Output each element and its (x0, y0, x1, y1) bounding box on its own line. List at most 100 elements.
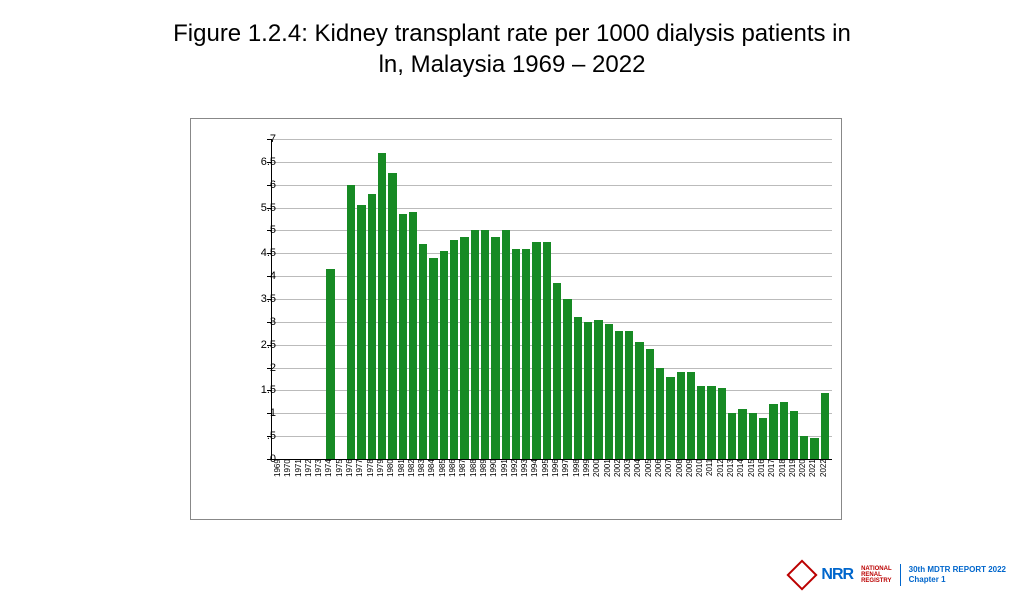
y-tick-label: 3.5 (246, 293, 276, 305)
y-tick-label: 4 (246, 270, 276, 282)
title-line-2: ln, Malaysia 1969 – 2022 (379, 51, 646, 78)
footer-separator (900, 564, 901, 586)
bar (512, 249, 520, 459)
y-tick-label: 5.5 (246, 202, 276, 214)
x-tick-label: 2015 (748, 459, 756, 504)
x-tick-label: 2016 (758, 459, 766, 504)
bar (347, 185, 355, 459)
bar (522, 249, 530, 459)
bar (563, 299, 571, 459)
x-tick-label: 2019 (789, 459, 797, 504)
y-tick-label: 1 (246, 407, 276, 419)
bar (471, 230, 479, 459)
bar (718, 388, 726, 459)
bar (543, 242, 551, 459)
x-tick-label: 2011 (706, 459, 714, 504)
x-axis-labels: 1969197019711972197319741975197619771978… (271, 459, 831, 504)
bar (656, 368, 664, 459)
nrr-logo-text: NRR (821, 566, 853, 584)
bar (810, 438, 818, 459)
x-tick-label: 1978 (367, 459, 375, 504)
x-tick-label: 2008 (676, 459, 684, 504)
bar (728, 413, 736, 459)
bar (502, 230, 510, 459)
bar (378, 153, 386, 459)
x-tick-label: 2021 (809, 459, 817, 504)
footer: NRR NATIONAL RENAL REGISTRY 30th MDTR RE… (791, 564, 1006, 586)
bar-series (272, 139, 832, 459)
bar (399, 214, 407, 459)
x-tick-label: 1987 (459, 459, 467, 504)
chart-title: Figure 1.2.4: Kidney transplant rate per… (0, 18, 1024, 80)
bar (357, 205, 365, 459)
x-tick-label: 2009 (686, 459, 694, 504)
y-tick-label: 4.5 (246, 247, 276, 259)
x-tick-label: 1979 (377, 459, 385, 504)
x-tick-label: 2001 (604, 459, 612, 504)
x-tick-label: 1994 (531, 459, 539, 504)
y-tick-label: 5 (246, 224, 276, 236)
x-tick-label: 2006 (655, 459, 663, 504)
bar (707, 386, 715, 459)
x-tick-label: 1974 (325, 459, 333, 504)
y-tick-label: 3 (246, 316, 276, 328)
x-tick-label: 1984 (428, 459, 436, 504)
x-tick-label: 1998 (573, 459, 581, 504)
bar (800, 436, 808, 459)
x-tick-label: 1996 (552, 459, 560, 504)
y-tick-label: 6 (246, 179, 276, 191)
y-tick-label: 7 (246, 133, 276, 145)
chart-container: 0.511.522.533.544.555.566.57 19691970197… (190, 118, 842, 520)
bar (635, 342, 643, 459)
x-tick-label: 2022 (820, 459, 828, 504)
bar (419, 244, 427, 459)
bar (821, 393, 829, 459)
x-tick-label: 2002 (614, 459, 622, 504)
x-tick-label: 1976 (346, 459, 354, 504)
y-tick-label: 2 (246, 362, 276, 374)
x-tick-label: 2020 (799, 459, 807, 504)
x-tick-label: 1988 (470, 459, 478, 504)
title-line-1: Figure 1.2.4: Kidney transplant rate per… (173, 20, 851, 47)
x-tick-label: 1992 (511, 459, 519, 504)
y-tick-label: .5 (246, 430, 276, 442)
bar (780, 402, 788, 459)
x-tick-label: 1995 (542, 459, 550, 504)
x-tick-label: 2000 (593, 459, 601, 504)
y-tick-label: 1.5 (246, 384, 276, 396)
y-tick-label: 2.5 (246, 339, 276, 351)
x-tick-label: 1990 (490, 459, 498, 504)
x-tick-label: 1985 (439, 459, 447, 504)
bar (625, 331, 633, 459)
bar (615, 331, 623, 459)
plot-area (271, 139, 832, 460)
x-tick-label: 1972 (305, 459, 313, 504)
bar (749, 413, 757, 459)
x-tick-label: 1997 (562, 459, 570, 504)
x-tick-label: 1991 (501, 459, 509, 504)
x-tick-label: 1970 (284, 459, 292, 504)
bar (326, 269, 334, 459)
bar (388, 173, 396, 459)
bar (460, 237, 468, 459)
bar (574, 317, 582, 459)
x-tick-label: 1969 (274, 459, 282, 504)
x-tick-label: 1971 (295, 459, 303, 504)
x-tick-label: 2003 (624, 459, 632, 504)
bar (553, 283, 561, 459)
x-tick-label: 2012 (717, 459, 725, 504)
x-tick-label: 2018 (779, 459, 787, 504)
x-tick-label: 1975 (336, 459, 344, 504)
x-tick-label: 2005 (645, 459, 653, 504)
bar (687, 372, 695, 459)
bar (646, 349, 654, 459)
x-tick-label: 1980 (387, 459, 395, 504)
nrr-subtitle: NATIONAL RENAL REGISTRY (861, 566, 892, 584)
x-tick-label: 1982 (408, 459, 416, 504)
bar (769, 404, 777, 459)
bar (429, 258, 437, 459)
bar (666, 377, 674, 459)
x-tick-label: 1986 (449, 459, 457, 504)
bar (491, 237, 499, 459)
x-tick-label: 1989 (480, 459, 488, 504)
